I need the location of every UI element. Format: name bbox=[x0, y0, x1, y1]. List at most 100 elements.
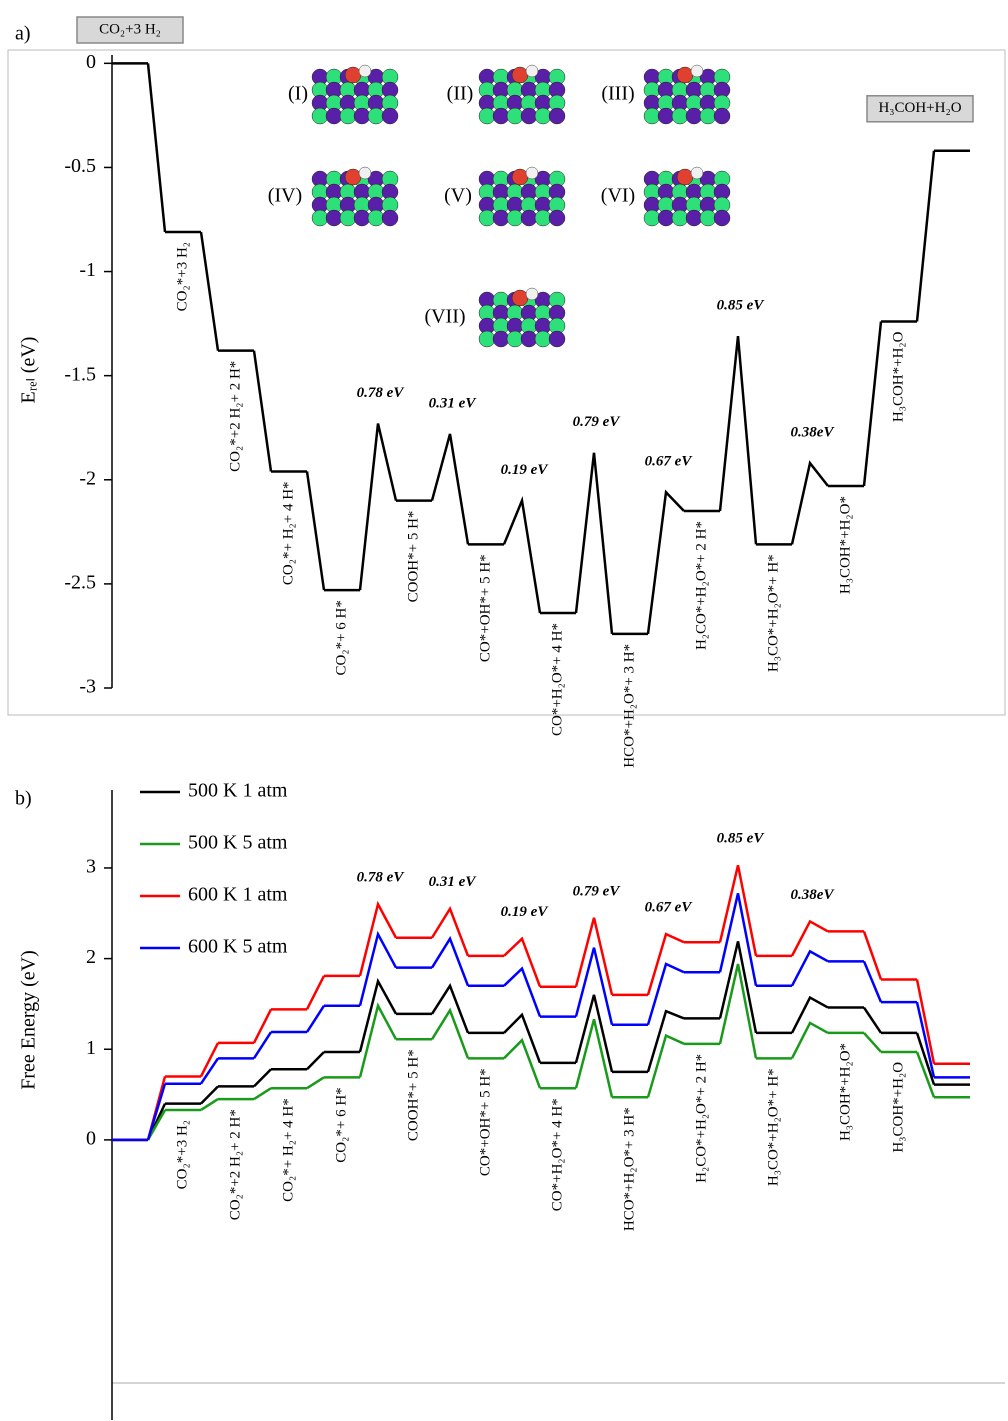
inset-atom bbox=[511, 168, 529, 186]
transition-state bbox=[358, 423, 398, 591]
transition-state bbox=[430, 935, 470, 987]
transition-state bbox=[646, 489, 685, 635]
transition-state bbox=[503, 1037, 542, 1089]
connector bbox=[252, 1031, 273, 1059]
state-label: COOH*+ 5 H* bbox=[405, 1049, 421, 1141]
connector bbox=[863, 1032, 882, 1053]
state-label: CO₂*+2 H₂+ 2 H* bbox=[227, 361, 243, 472]
state-label: CO*+H₂O*+ 4 H* bbox=[549, 1098, 565, 1211]
inset-atom bbox=[657, 107, 675, 125]
connector bbox=[915, 150, 936, 322]
inset-atom bbox=[690, 166, 704, 180]
transition-state bbox=[503, 966, 542, 1018]
connector bbox=[146, 1083, 167, 1141]
state-label: CO₂*+2 H₂+ 2 H* bbox=[227, 1109, 243, 1220]
inset-label: (IV) bbox=[268, 185, 302, 207]
y-tick-label: -1 bbox=[79, 259, 96, 281]
transition-state bbox=[646, 962, 685, 1026]
barrier-label: 0.78 eV bbox=[357, 385, 406, 401]
state-label: CO₂+3 H₂ bbox=[99, 21, 161, 37]
legend-label: 600 K 5 atm bbox=[188, 936, 288, 958]
legend-label: 500 K 5 atm bbox=[188, 832, 288, 854]
y-tick-label: -2 bbox=[79, 467, 96, 489]
inset-atom bbox=[713, 107, 731, 125]
transition-state bbox=[790, 949, 829, 987]
barrier-label: 0.19 eV bbox=[501, 462, 550, 478]
y-axis-title: Eᵣₑₗ (eV) bbox=[18, 337, 40, 404]
connector bbox=[862, 1006, 883, 1034]
transition-state bbox=[790, 460, 829, 545]
barrier-label: 0.38eV bbox=[791, 425, 836, 441]
y-axis-title: Free Energy (eV) bbox=[18, 950, 40, 1090]
connector bbox=[915, 1001, 936, 1078]
y-tick-label: 0 bbox=[86, 51, 96, 73]
transition-state bbox=[574, 452, 614, 634]
y-tick-label: -1.5 bbox=[64, 363, 96, 385]
y-tick-label: 0 bbox=[86, 1127, 96, 1149]
transition-state bbox=[430, 905, 470, 957]
state-label: COOH*+ 5 H* bbox=[405, 511, 421, 603]
inset-label: (III) bbox=[601, 83, 634, 105]
inset-label: (VII) bbox=[424, 306, 465, 328]
barrier-label: 0.38eV bbox=[791, 887, 836, 903]
inset-atom bbox=[367, 107, 385, 125]
transition-state bbox=[430, 433, 470, 545]
connector bbox=[862, 930, 883, 980]
inset-atom bbox=[353, 107, 371, 125]
y-tick-label: -3 bbox=[79, 676, 96, 698]
state-label: HCO*+H₂O*+ 3 H* bbox=[621, 1107, 637, 1231]
state-label: CO₂*+ H₂+ 4 H* bbox=[280, 481, 296, 585]
inset-atom bbox=[367, 209, 385, 227]
y-tick-label: 2 bbox=[86, 946, 96, 968]
transition-state bbox=[718, 941, 758, 1034]
inset-atom bbox=[699, 107, 717, 125]
legend-label: 500 K 1 atm bbox=[188, 780, 288, 802]
inset-atom bbox=[381, 209, 399, 227]
inset-atom bbox=[358, 64, 372, 78]
inset-atom bbox=[478, 330, 496, 348]
connector bbox=[862, 321, 883, 487]
transition-state bbox=[358, 900, 398, 977]
transition-state bbox=[502, 496, 542, 614]
transition-state bbox=[358, 930, 398, 1007]
transition-state bbox=[574, 994, 614, 1073]
inset-atom bbox=[713, 209, 731, 227]
state-label: H₂CO*+H₂O*+ 2 H* bbox=[693, 1054, 709, 1183]
inset-atom bbox=[520, 209, 538, 227]
inset-atom bbox=[520, 107, 538, 125]
connector bbox=[253, 1068, 272, 1088]
state-label: CO₂*+ 6 H* bbox=[333, 1087, 349, 1162]
inset-label: (I) bbox=[288, 83, 308, 105]
inset-atom bbox=[690, 64, 704, 78]
transition-state bbox=[358, 1002, 398, 1078]
inset-atom bbox=[643, 209, 661, 227]
connector bbox=[862, 960, 883, 1003]
state-label: H₃CO*+H₂O*+ H* bbox=[765, 554, 781, 672]
y-tick-label: 1 bbox=[86, 1037, 96, 1059]
connector bbox=[252, 350, 273, 472]
transition-state bbox=[790, 1021, 829, 1059]
transition-state bbox=[790, 919, 829, 957]
transition-state bbox=[646, 1033, 685, 1098]
transition-state bbox=[790, 995, 829, 1034]
connector bbox=[306, 1051, 325, 1071]
state-label: H₃COH*+H₂O* bbox=[837, 496, 853, 594]
connector bbox=[306, 1076, 325, 1090]
state-label: H₃CO*+H₂O*+ H* bbox=[765, 1068, 781, 1186]
inset-atom bbox=[344, 168, 362, 186]
state-label: H₃COH*+H₂O bbox=[890, 1062, 906, 1153]
connector bbox=[305, 975, 326, 1010]
connector bbox=[199, 231, 220, 351]
barrier-label: 0.79 eV bbox=[573, 883, 622, 899]
inset-atom bbox=[339, 107, 357, 125]
state-label: CO₂*+3 H₂ bbox=[174, 242, 190, 311]
inset-atom bbox=[676, 168, 694, 186]
inset-atom bbox=[671, 107, 689, 125]
connector bbox=[252, 1008, 273, 1044]
inset-atom bbox=[492, 107, 510, 125]
barrier-label: 0.79 eV bbox=[573, 414, 622, 430]
transition-state bbox=[358, 977, 398, 1053]
transition-state bbox=[574, 917, 614, 996]
barrier-label: 0.67 eV bbox=[645, 454, 694, 470]
